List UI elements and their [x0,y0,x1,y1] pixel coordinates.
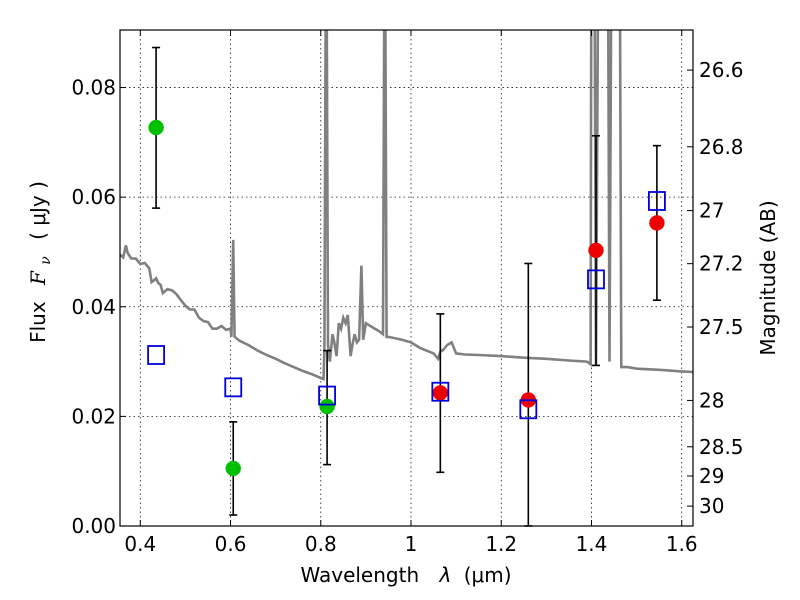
y2-tick-label: 27 [699,199,724,223]
grid-lines [120,30,693,527]
data-markers [147,119,666,477]
data-point-marker [319,398,335,415]
model-square-marker [318,385,336,406]
y2-tick-label: 27.5 [699,315,744,339]
x-axis-unit: (μm) [464,563,512,587]
x-tick-label: 1.6 [666,532,698,556]
y2-tick-label: 30 [699,494,724,518]
y2-axis-title: Magnitude (AB) [756,200,780,355]
model-square-marker [224,377,243,398]
data-point-marker [432,385,449,401]
x-tick-label: 1.2 [485,532,517,556]
x-tick-label: 1 [405,532,418,556]
x-tick-label: 0.6 [215,532,247,556]
data-point-marker [148,119,164,136]
y2-tick-label: 26.6 [699,58,744,82]
model-square-marker [147,345,165,365]
y-tick-label: 0.06 [71,185,116,209]
y2-tick-label: 29 [699,464,724,488]
x-axis-title: Wavelength λ (μm) [300,563,511,587]
x-axis-symbol: λ [439,563,452,587]
y-axis-subscript: ν [38,256,54,265]
model-square-marker [648,191,666,211]
model-square-marker [587,269,605,290]
y2-tick-label: 28 [699,388,724,412]
x-tick-label: 1.4 [576,532,608,556]
x-tick-label: 0.8 [305,532,337,556]
model-square-marker [519,399,538,420]
data-point-marker [225,460,241,477]
y-axis-unit: ( μJy ) [26,181,50,240]
data-point-marker [649,215,665,231]
y-tick-label: 0.04 [71,295,116,319]
y2-tick-label: 27.2 [699,252,744,276]
model-square-marker [431,381,450,402]
y-axis-label: Flux [26,301,50,343]
y-tick-label: 0.02 [71,404,116,428]
axis-ticks: 0.4 0.6 0.8 1 1.2 1.4 1.6 0.00 0.02 0.04 0.06 0.08 2… [71,30,744,556]
plot-frame [119,29,694,527]
y-axis-symbol: F [26,270,50,286]
y-axis-title: Flux F ν ( μJy ) [26,181,55,343]
y2-tick-label: 26.8 [699,135,744,159]
model-spectrum-line [120,30,693,382]
spectrum-layer [120,30,693,382]
data-point-marker [588,242,604,259]
y-tick-label: 0.00 [71,514,116,538]
y2-tick-label: 28.5 [699,435,744,459]
error-bars [152,46,661,527]
x-axis-label: Wavelength [300,563,419,587]
y-tick-label: 0.08 [71,76,116,100]
x-tick-label: 0.4 [124,532,156,556]
